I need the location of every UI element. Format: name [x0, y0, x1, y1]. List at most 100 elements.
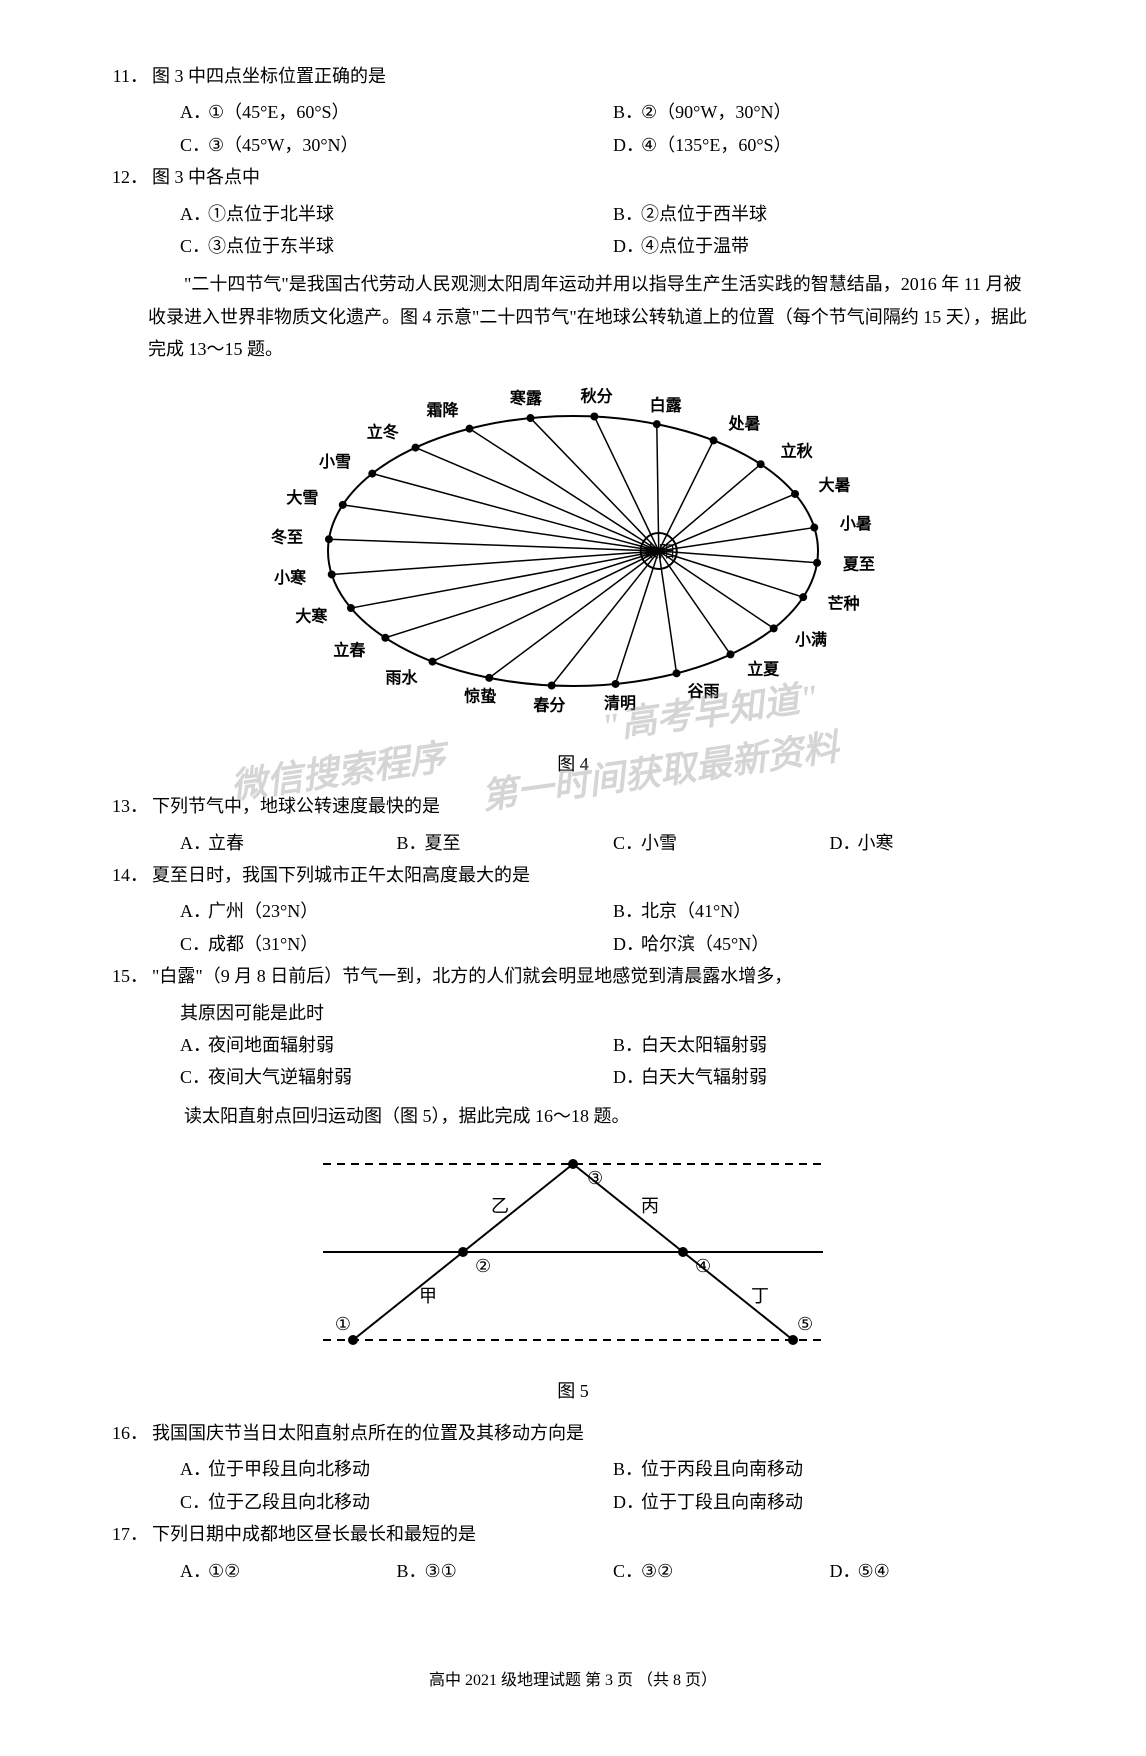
label-c: C．: [180, 129, 208, 161]
q17-stem: 下列日期中成都地区昼长最长和最短的是: [152, 1524, 476, 1544]
q16-number: 16．: [100, 1417, 152, 1449]
q12-stem: 图 3 中各点中: [152, 167, 260, 187]
svg-text:小雪: 小雪: [319, 453, 351, 471]
q15-options: A．夜间地面辐射弱 B．白天太阳辐射弱 C．夜间大气逆辐射弱 D．白天大气辐射弱: [100, 1029, 1046, 1094]
svg-text:大暑: 大暑: [819, 475, 851, 494]
q16-option-b: B．位于丙段且向南移动: [613, 1453, 1046, 1485]
q15-option-a: A．夜间地面辐射弱: [180, 1029, 613, 1061]
svg-text:②: ②: [475, 1256, 491, 1276]
svg-text:秋分: 秋分: [581, 386, 613, 405]
svg-text:惊蛰: 惊蛰: [464, 686, 496, 705]
svg-text:③: ③: [587, 1168, 603, 1188]
svg-text:谷雨: 谷雨: [688, 682, 720, 700]
q17-option-c: C．③②: [613, 1555, 830, 1587]
svg-text:寒露: 寒露: [509, 388, 543, 407]
q11-option-c: C．③（45°W，30°N）: [180, 129, 613, 161]
q12-option-a: A．①点位于北半球: [180, 198, 613, 230]
q13-option-d: D．小寒: [830, 827, 1047, 859]
svg-text:乙: 乙: [491, 1196, 509, 1216]
figure-4: 太阳寒露秋分白露处暑立秋大暑小暑夏至芒种小满立夏谷雨清明春分惊蛰雨水立春大寒小寒…: [100, 376, 1046, 781]
figure-4-caption: 图 4: [100, 748, 1046, 780]
svg-text:大寒: 大寒: [295, 606, 328, 625]
q17-option-d: D．⑤④: [830, 1555, 1047, 1587]
svg-text:春分: 春分: [532, 695, 565, 714]
q16-stem: 我国国庆节当日太阳直射点所在的位置及其移动方向是: [152, 1423, 584, 1443]
q12-option-d: D．④点位于温带: [613, 230, 1046, 262]
q15-option-b: B．白天太阳辐射弱: [613, 1029, 1046, 1061]
subsolar-diagram: ① ② ③ ④ ⑤ 甲 乙 丙丁: [293, 1142, 853, 1362]
svg-text:丙: 丙: [641, 1196, 659, 1216]
question-15: 15．"白露"（9 月 8 日前后）节气一到，北方的人们就会明显地感觉到清晨露水…: [100, 960, 1046, 992]
q11-stem: 图 3 中四点坐标位置正确的是: [152, 66, 386, 86]
q14-option-d: D．哈尔滨（45°N）: [613, 928, 1046, 960]
q16-option-a: A．位于甲段且向北移动: [180, 1453, 613, 1485]
svg-text:丁: 丁: [751, 1286, 769, 1306]
svg-text:①: ①: [335, 1314, 351, 1334]
q11-option-a: A．①（45°E，60°S）: [180, 96, 613, 128]
svg-text:小满: 小满: [795, 630, 827, 648]
svg-text:立夏: 立夏: [747, 659, 780, 678]
svg-text:霜降: 霜降: [425, 400, 459, 419]
q11-option-d: D．④（135°E，60°S）: [613, 129, 1046, 161]
solar-terms-diagram: 太阳寒露秋分白露处暑立秋大暑小暑夏至芒种小满立夏谷雨清明春分惊蛰雨水立春大寒小寒…: [263, 376, 883, 736]
q13-option-b: B．夏至: [397, 827, 614, 859]
q15-option-c: C．夜间大气逆辐射弱: [180, 1061, 613, 1093]
label-b: B．: [613, 96, 641, 128]
q11-number: 11．: [100, 60, 152, 92]
q15-option-d: D．白天大气辐射弱: [613, 1061, 1046, 1093]
svg-text:芒种: 芒种: [828, 594, 860, 613]
q11-option-b: B．②（90°W，30°N）: [613, 96, 1046, 128]
q13-option-c: C．小雪: [613, 827, 830, 859]
q16-option-c: C．位于乙段且向北移动: [180, 1486, 613, 1518]
label-a: A．: [180, 96, 208, 128]
q14-option-a: A．广州（23°N）: [180, 895, 613, 927]
svg-text:雨水: 雨水: [386, 667, 419, 686]
q14-number: 14．: [100, 859, 152, 891]
page: 11．图 3 中四点坐标位置正确的是 A．①（45°E，60°S） B．②（90…: [100, 60, 1046, 1696]
svg-text:清明: 清明: [604, 694, 636, 712]
figure-5: ① ② ③ ④ ⑤ 甲 乙 丙丁 图 5: [100, 1142, 1046, 1407]
q12-option-c: C．③点位于东半球: [180, 230, 613, 262]
svg-text:小寒: 小寒: [274, 567, 307, 586]
figure-5-caption: 图 5: [100, 1375, 1046, 1407]
svg-text:⑤: ⑤: [797, 1314, 813, 1334]
svg-text:处暑: 处暑: [727, 414, 760, 433]
svg-text:立冬: 立冬: [367, 422, 399, 441]
q16-option-d: D．位于丁段且向南移动: [613, 1486, 1046, 1518]
svg-text:冬至: 冬至: [271, 527, 303, 546]
q14-option-c: C．成都（31°N）: [180, 928, 613, 960]
q13-options: A．立春 B．夏至 C．小雪 D．小寒: [100, 827, 1046, 859]
q11-options: A．①（45°E，60°S） B．②（90°W，30°N） C．③（45°W，3…: [100, 96, 1046, 161]
q12-number: 12．: [100, 161, 152, 193]
passage-solar-terms: "二十四节气"是我国古代劳动人民观测太阳周年运动并用以指导生产生活实践的智慧结晶…: [100, 268, 1046, 365]
q12-option-b: B．②点位于西半球: [613, 198, 1046, 230]
q14-stem: 夏至日时，我国下列城市正午太阳高度最大的是: [152, 865, 530, 885]
q15-sub: 其原因可能是此时: [100, 997, 1046, 1029]
svg-text:小暑: 小暑: [840, 515, 872, 533]
q12-options: A．①点位于北半球 B．②点位于西半球 C．③点位于东半球 D．④点位于温带: [100, 198, 1046, 263]
question-16: 16．我国国庆节当日太阳直射点所在的位置及其移动方向是: [100, 1417, 1046, 1449]
q17-option-b: B．③①: [397, 1555, 614, 1587]
q13-option-a: A．立春: [180, 827, 397, 859]
svg-text:立秋: 立秋: [781, 441, 814, 460]
q17-option-a: A．①②: [180, 1555, 397, 1587]
q13-stem: 下列节气中，地球公转速度最快的是: [152, 796, 440, 816]
q13-number: 13．: [100, 790, 152, 822]
svg-text:甲: 甲: [419, 1286, 437, 1306]
q17-number: 17．: [100, 1518, 152, 1550]
svg-text:夏至: 夏至: [842, 555, 875, 573]
passage-subsolar-point: 读太阳直射点回归运动图（图 5），据此完成 16～18 题。: [100, 1100, 1046, 1132]
label-d: D．: [613, 129, 641, 161]
q17-options: A．①② B．③① C．③② D．⑤④: [100, 1555, 1046, 1587]
q15-stem: "白露"（9 月 8 日前后）节气一到，北方的人们就会明显地感觉到清晨露水增多，: [152, 966, 792, 986]
q14-options: A．广州（23°N） B．北京（41°N） C．成都（31°N） D．哈尔滨（4…: [100, 895, 1046, 960]
svg-text:立春: 立春: [333, 640, 366, 659]
question-11: 11．图 3 中四点坐标位置正确的是: [100, 60, 1046, 92]
q15-number: 15．: [100, 960, 152, 992]
q16-options: A．位于甲段且向北移动 B．位于丙段且向南移动 C．位于乙段且向北移动 D．位于…: [100, 1453, 1046, 1518]
svg-text:大雪: 大雪: [286, 488, 318, 507]
svg-text:④: ④: [695, 1256, 711, 1276]
question-14: 14．夏至日时，我国下列城市正午太阳高度最大的是: [100, 859, 1046, 891]
svg-text:白露: 白露: [650, 395, 683, 414]
question-12: 12．图 3 中各点中: [100, 161, 1046, 193]
